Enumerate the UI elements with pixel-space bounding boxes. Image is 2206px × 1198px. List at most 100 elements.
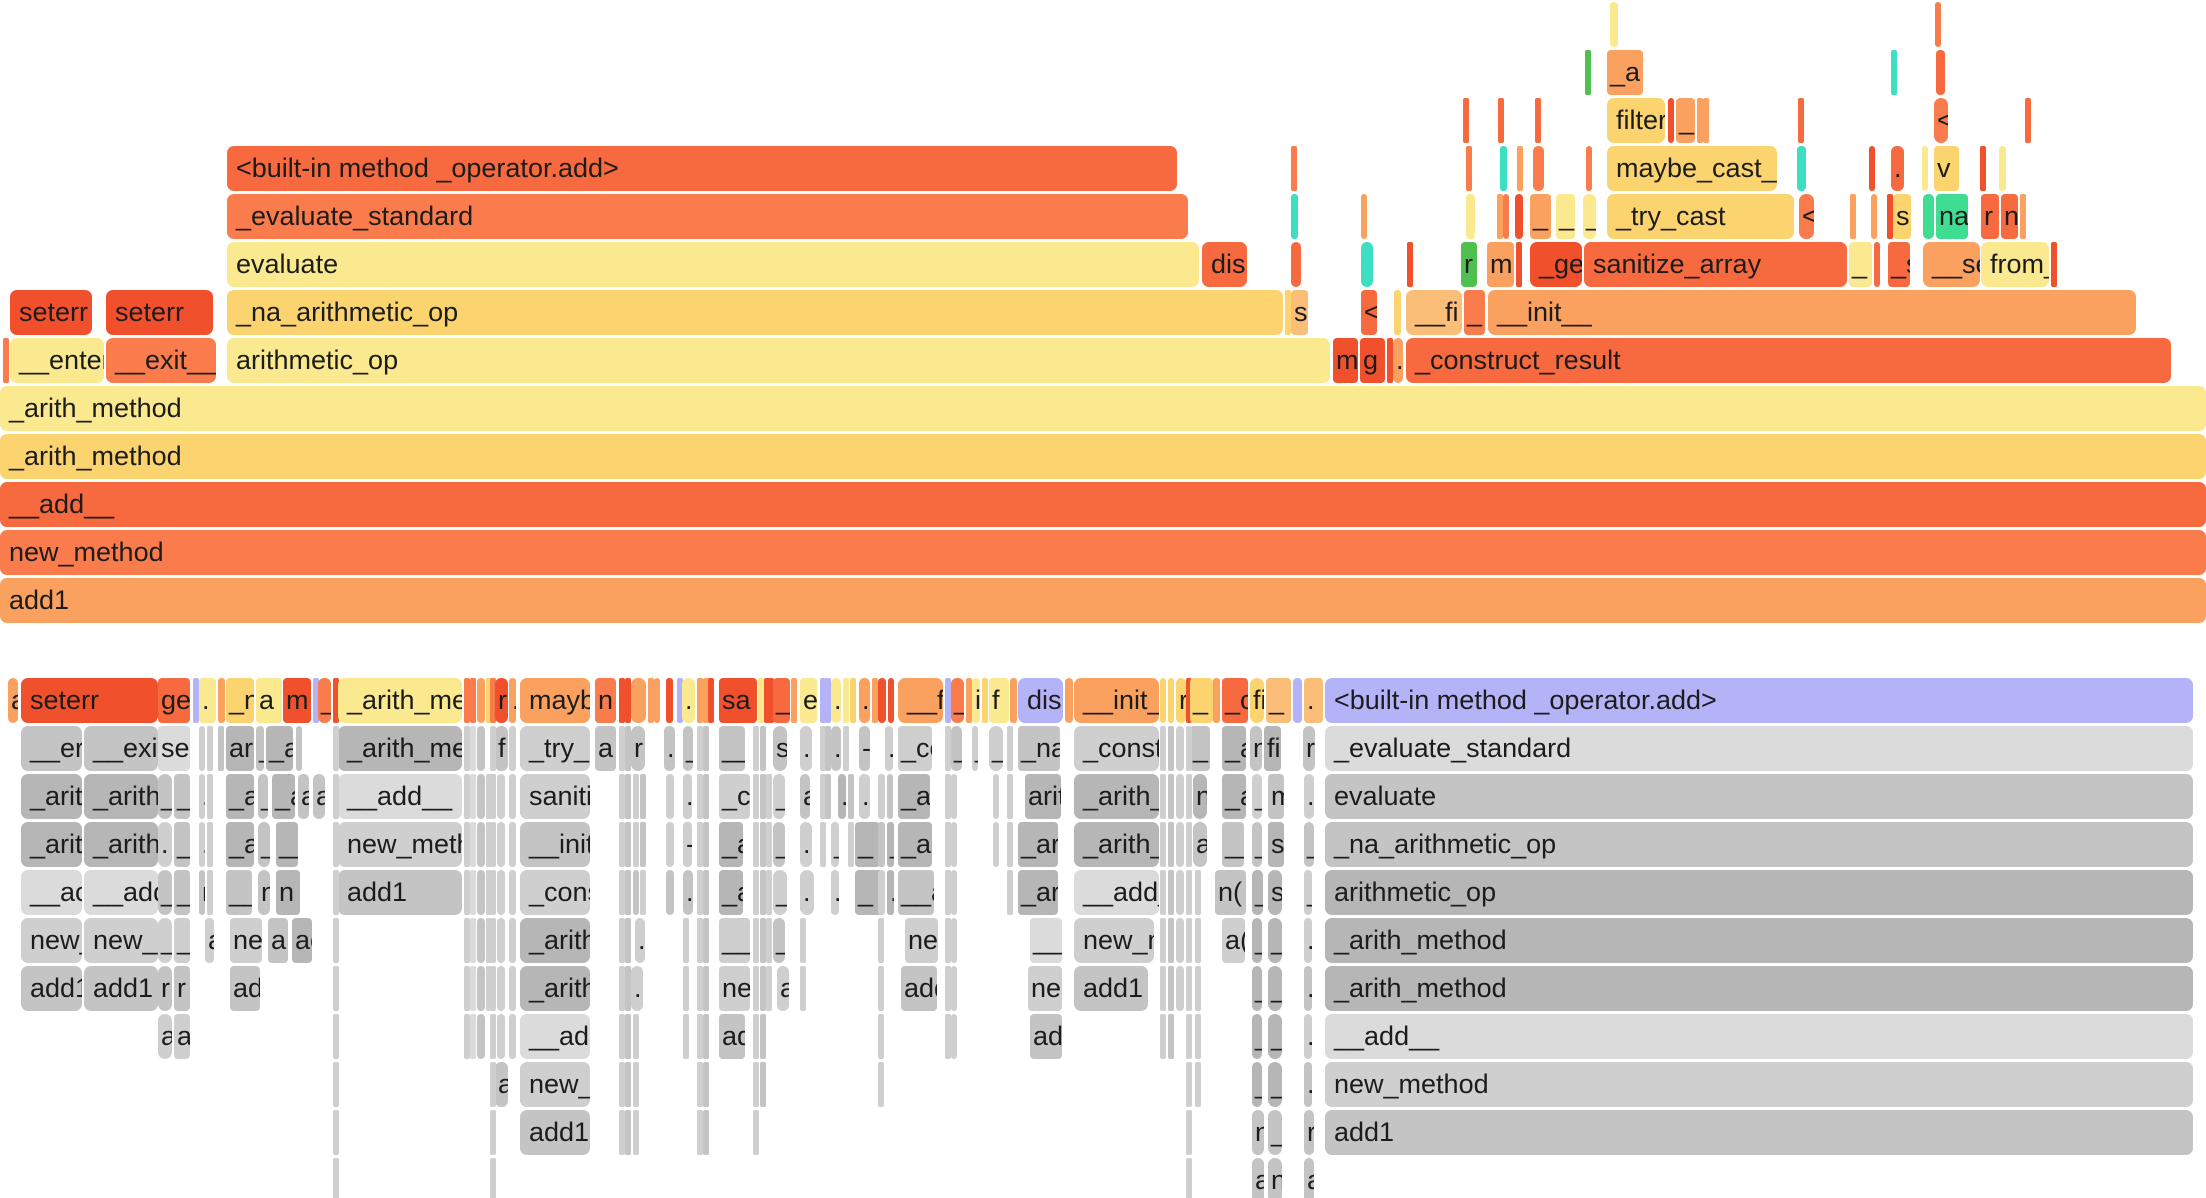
frame-sliver[interactable]: __ <box>719 726 745 771</box>
frame-sliver[interactable] <box>490 966 496 1011</box>
frame-sliver[interactable] <box>1291 242 1301 287</box>
frame-se[interactable]: __se <box>1923 242 1980 287</box>
frame-sliver[interactable]: _ <box>1304 822 1314 867</box>
frame-na-arithmetic-op[interactable]: _na_arithmetic_op <box>227 290 1283 335</box>
frame-sliver[interactable] <box>625 1014 631 1059</box>
frame-filter[interactable]: filter <box>1607 98 1665 143</box>
frame-sliver[interactable]: . <box>859 678 870 723</box>
frame-sliver[interactable] <box>1186 1062 1192 1107</box>
frame-sliver[interactable] <box>703 726 709 771</box>
frame-sliver[interactable] <box>477 774 485 819</box>
frame-sliver[interactable] <box>800 918 806 963</box>
frame-sliver[interactable] <box>683 966 689 1011</box>
frame-sliver[interactable]: _ <box>158 918 172 963</box>
frame-fi[interactable]: fi <box>1250 678 1264 723</box>
frame-s[interactable]: s <box>1291 290 1308 335</box>
frame-sliver[interactable] <box>619 1062 625 1107</box>
frame-sliver[interactable] <box>1176 774 1184 819</box>
frame-sliver[interactable] <box>697 678 703 723</box>
frame-sliver[interactable] <box>760 822 766 867</box>
frame-sliver[interactable] <box>753 1014 759 1059</box>
frame-arith-me[interactable]: _arith_me <box>338 678 462 723</box>
frame-sliver[interactable]: _ <box>1268 918 1282 963</box>
frame-sliver[interactable] <box>313 678 319 723</box>
frame-add[interactable]: __add <box>520 1014 590 1059</box>
frame-seterr[interactable]: seterr <box>106 290 213 335</box>
frame-sliver[interactable]: _ <box>1190 726 1210 771</box>
frame-sliver[interactable] <box>640 870 646 915</box>
frame-e[interactable]: e <box>800 678 817 723</box>
frame-sliver[interactable]: . <box>1891 146 1904 191</box>
frame-sliver[interactable] <box>766 774 772 819</box>
frame-sliver[interactable] <box>333 1014 339 1059</box>
frame-sliver[interactable] <box>1160 918 1166 963</box>
frame-sliver[interactable]: _ <box>1252 1062 1262 1107</box>
frame-ne[interactable]: ne <box>230 918 262 963</box>
frame-sliver[interactable] <box>625 1062 631 1107</box>
frame-sliver[interactable] <box>753 918 759 963</box>
frame-sliver[interactable] <box>207 822 213 867</box>
frame-f[interactable]: f <box>989 678 1009 723</box>
frame-sliver[interactable]: _ <box>1530 194 1551 239</box>
frame-sliver[interactable]: _ <box>773 870 787 915</box>
frame-sliver[interactable] <box>497 918 505 963</box>
frame-sliver[interactable] <box>296 726 302 771</box>
frame-sliver[interactable] <box>1394 290 1401 335</box>
frame-sliver[interactable]: _ <box>174 774 190 819</box>
frame-sliver[interactable] <box>490 1014 496 1059</box>
frame-sliver[interactable] <box>497 822 505 867</box>
frame-sliver[interactable]: . <box>831 726 841 771</box>
frame-sliver[interactable] <box>619 918 625 963</box>
frame-sliver[interactable]: . <box>838 774 846 819</box>
frame-a[interactable]: a <box>1252 1158 1264 1198</box>
frame-sliver[interactable] <box>1160 774 1166 819</box>
frame-sliver[interactable] <box>625 966 631 1011</box>
frame-add[interactable]: add <box>901 966 937 1011</box>
frame-r[interactable]: r <box>631 726 645 771</box>
frame-sliver[interactable] <box>1168 822 1174 867</box>
frame-sliver[interactable] <box>1186 918 1192 963</box>
frame-sliver[interactable] <box>490 918 496 963</box>
frame-sliver[interactable] <box>464 726 470 771</box>
frame-sliver[interactable]: _ <box>174 870 190 915</box>
frame-sliver[interactable] <box>218 726 224 771</box>
frame-sliver[interactable] <box>872 678 878 723</box>
frame-r[interactable]: r <box>495 678 508 723</box>
frame-sliver[interactable] <box>760 966 766 1011</box>
frame-sliver[interactable] <box>3 338 9 383</box>
frame-sliver[interactable] <box>768 678 774 723</box>
frame-sliver[interactable] <box>1160 966 1166 1011</box>
frame-new[interactable]: new_ <box>21 918 82 963</box>
frame-new-r[interactable]: new_r <box>520 1062 590 1107</box>
frame-sliver[interactable]: _ <box>1268 1014 1282 1059</box>
frame-sliver[interactable] <box>878 1062 884 1107</box>
frame-se[interactable]: se <box>158 726 190 771</box>
frame-init[interactable]: __init <box>520 822 590 867</box>
frame-ar[interactable]: _ar <box>1018 870 1058 915</box>
frame-r[interactable]: r <box>158 966 172 1011</box>
frame-n[interactable]: n <box>258 870 270 915</box>
frame-sliver[interactable] <box>1387 338 1393 383</box>
frame-sliver[interactable] <box>1500 146 1507 191</box>
frame-sliver[interactable]: _ <box>158 870 172 915</box>
frame-sliver[interactable] <box>1533 146 1544 191</box>
frame-cons[interactable]: _cons <box>520 870 590 915</box>
frame-co[interactable]: _co <box>898 726 932 771</box>
frame-sliver[interactable]: < <box>1799 194 1814 239</box>
frame-sliver[interactable]: _ <box>158 774 172 819</box>
frame-sliver[interactable]: _ <box>1556 194 1575 239</box>
frame-sliver[interactable] <box>966 678 972 723</box>
frame-sliver[interactable] <box>619 1110 625 1155</box>
frame-sliver[interactable] <box>470 726 476 771</box>
frame-sliver[interactable] <box>951 774 957 819</box>
frame-maybe[interactable]: maybe <box>520 678 590 723</box>
frame-sliver[interactable] <box>1186 822 1192 867</box>
frame-r[interactable]: r <box>1176 678 1186 723</box>
frame-sliver[interactable] <box>619 1014 625 1059</box>
frame-sliver[interactable] <box>477 678 485 723</box>
frame-sliver[interactable] <box>633 1014 639 1059</box>
frame-sliver[interactable]: _ <box>1252 774 1262 819</box>
frame-sliver[interactable] <box>703 870 709 915</box>
frame-sliver[interactable] <box>945 726 951 771</box>
frame-sliver[interactable] <box>753 1062 759 1107</box>
